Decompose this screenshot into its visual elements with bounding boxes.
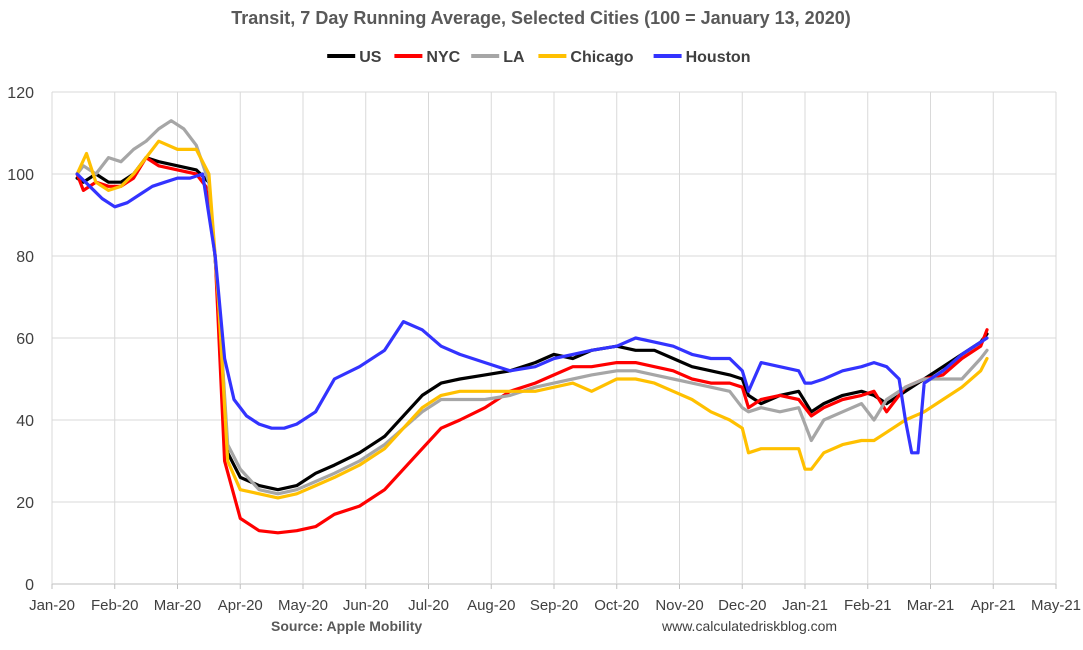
series-line-la	[75, 119, 989, 496]
plot-area: 0 20 40 60 80 100 120 Jan-20 Feb-20 Mar-20 Apr-20…	[7, 85, 1081, 614]
x-tick-label: Mar-21	[907, 597, 955, 614]
x-tick-label: Jan-21	[782, 597, 828, 614]
x-tick-label: Nov-20	[655, 597, 703, 614]
x-tick-label: Sep-20	[530, 597, 578, 614]
y-tick-label: 40	[16, 413, 34, 430]
series-line-houston	[75, 172, 989, 455]
x-tick-label: Aug-20	[467, 597, 515, 614]
x-tick-label: May-20	[278, 597, 328, 614]
x-tick-label: Apr-21	[971, 597, 1016, 614]
x-tick-label: Jan-20	[29, 597, 75, 614]
y-tick-label: 80	[16, 249, 34, 266]
y-tick-label: 0	[25, 577, 34, 594]
legend-label-nyc: NYC	[426, 49, 460, 66]
y-tick-label: 20	[16, 495, 34, 512]
x-tick-label: Feb-21	[844, 597, 892, 614]
legend-label-chicago: Chicago	[570, 49, 633, 66]
series-line-chicago	[75, 139, 989, 500]
x-tick-label: Jun-20	[343, 597, 389, 614]
website-label: www.calculatedriskblog.com	[661, 618, 837, 634]
legend: US NYC LA Chicago Houston	[327, 49, 750, 66]
y-tick-label: 120	[7, 85, 34, 102]
x-tick-label: Apr-20	[218, 597, 263, 614]
x-axis: Jan-20 Feb-20 Mar-20 Apr-20 May-20 Jun-20 Jul-…	[29, 584, 1081, 614]
x-tick-label: Jul-20	[408, 597, 449, 614]
y-tick-label: 100	[7, 167, 34, 184]
x-tick-label: Feb-20	[91, 597, 139, 614]
legend-label-us: US	[359, 49, 382, 66]
y-axis: 0 20 40 60 80 100 120	[7, 85, 34, 594]
y-tick-label: 60	[16, 331, 34, 348]
legend-label-houston: Houston	[686, 49, 751, 66]
series-line-nyc	[75, 156, 989, 535]
x-tick-label: May-21	[1031, 597, 1081, 614]
x-tick-label: Mar-20	[154, 597, 202, 614]
chart-title: Transit, 7 Day Running Average, Selected…	[231, 8, 850, 28]
series-lines	[75, 119, 989, 535]
grid-lines	[51, 91, 1057, 585]
legend-label-la: LA	[503, 49, 525, 66]
source-label: Source: Apple Mobility	[271, 618, 422, 634]
series-line-us	[75, 156, 989, 492]
x-tick-label: Dec-20	[718, 597, 766, 614]
x-tick-label: Oct-20	[594, 597, 639, 614]
